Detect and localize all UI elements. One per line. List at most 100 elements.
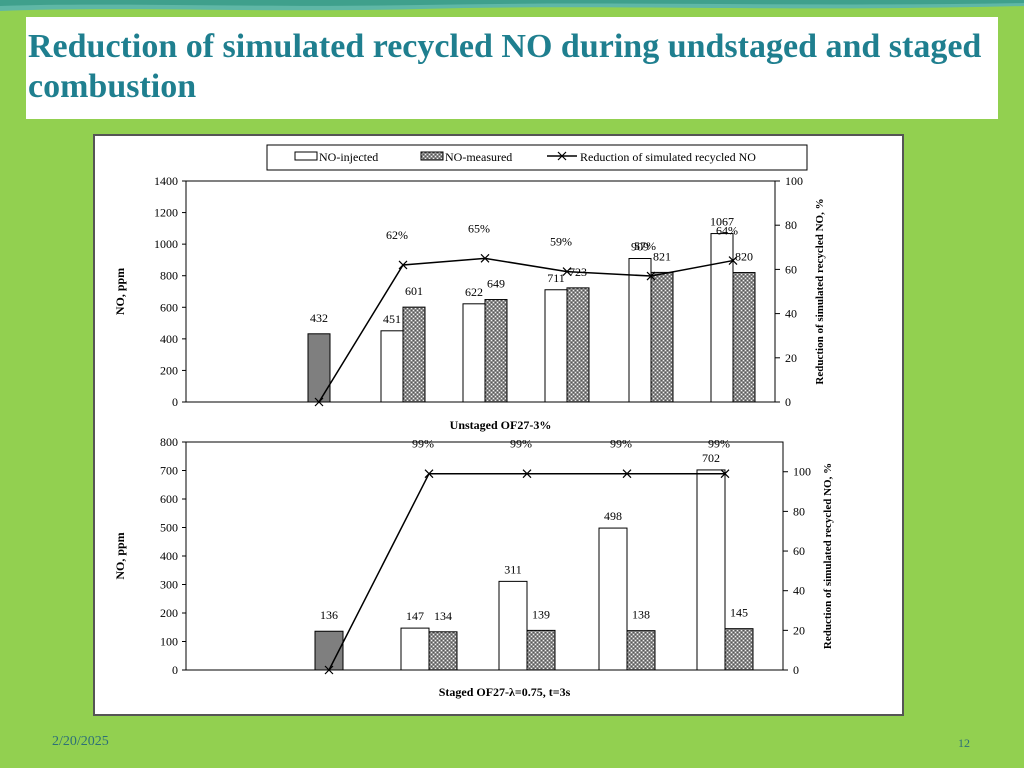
- data-label-reduction: 99%: [610, 437, 632, 451]
- bar-no-measured: [650, 271, 674, 403]
- reduction-marker: [728, 256, 738, 265]
- reduction-marker: [720, 469, 730, 479]
- data-label-reduction: 65%: [468, 221, 490, 235]
- decorative-waves: [0, 0, 1024, 16]
- bar-no-measured: [526, 629, 556, 671]
- data-label-no-measured: 432: [310, 311, 328, 325]
- reduction-marker: [424, 469, 434, 479]
- data-label-no-measured: 820: [735, 250, 753, 264]
- reduction-marker: [324, 665, 334, 675]
- data-label-no-measured: 136: [320, 608, 338, 622]
- reduction-marker: [398, 260, 408, 270]
- y2-tick-label: 100: [793, 465, 811, 479]
- x-axis-label: Staged OF27-λ=0.75, t=3s: [439, 685, 571, 699]
- legend-box: [266, 144, 808, 171]
- data-label-no-measured: 134: [434, 609, 452, 623]
- bar-no-measured: [307, 333, 331, 403]
- y-axis-label: NO, ppm: [113, 532, 127, 579]
- y2-tick-label: 40: [785, 307, 797, 321]
- bar-no-measured: [566, 287, 590, 403]
- data-label-no-measured: 601: [405, 284, 423, 298]
- y-tick-label: 400: [160, 549, 178, 563]
- reduction-marker: [314, 397, 324, 407]
- data-label-reduction: 99%: [708, 437, 730, 451]
- chart-canvas: NO-injected NO-measured Reduction of sim…: [113, 144, 834, 699]
- reduction-marker: [646, 271, 656, 281]
- data-label-reduction: 57%: [634, 239, 656, 253]
- data-label-no-injected: 147: [406, 609, 424, 623]
- y-tick-label: 800: [160, 269, 178, 283]
- bar-no-measured: [428, 631, 458, 671]
- bar-no-injected: [544, 289, 568, 403]
- bar-no-injected: [598, 527, 628, 671]
- data-label-no-measured: 145: [730, 606, 748, 620]
- bar-no-measured: [724, 628, 754, 671]
- y2-tick-label: 40: [793, 584, 805, 598]
- data-label-reduction: 64%: [716, 224, 738, 238]
- y-tick-label: 800: [160, 435, 178, 449]
- data-label-no-injected: 451: [383, 312, 401, 326]
- data-label-reduction: 59%: [550, 235, 572, 249]
- reduction-marker: [622, 469, 632, 479]
- y-tick-label: 200: [160, 606, 178, 620]
- y-tick-label: 0: [172, 663, 178, 677]
- reduction-marker: [480, 253, 490, 263]
- bar-no-injected: [380, 330, 404, 403]
- plot-area: [185, 441, 784, 671]
- data-label-no-injected: 711: [547, 271, 565, 285]
- chart-legend: NO-injected NO-measured Reduction of sim…: [266, 144, 808, 171]
- bar-no-measured: [314, 630, 344, 671]
- y2-tick-label: 60: [785, 262, 797, 276]
- bar-no-measured: [484, 299, 508, 403]
- data-label-no-injected: 498: [604, 509, 622, 523]
- y2-tick-label: 20: [793, 623, 805, 637]
- y2-tick-label: 0: [793, 663, 799, 677]
- y-tick-label: 0: [172, 395, 178, 409]
- y-tick-label: 400: [160, 332, 178, 346]
- y-tick-label: 300: [160, 578, 178, 592]
- legend-swatch-measured: [420, 151, 444, 161]
- bar-no-injected: [710, 233, 734, 403]
- data-label-no-measured: 821: [653, 249, 671, 263]
- y-tick-label: 600: [160, 492, 178, 506]
- data-label-no-measured: 138: [632, 608, 650, 622]
- y-axis-label: NO, ppm: [113, 268, 127, 315]
- y2-axis-label: Reduction of simulated recycled NO, %: [814, 198, 826, 384]
- y2-tick-label: 20: [785, 351, 797, 365]
- data-label-no-injected: 1067: [710, 215, 734, 229]
- y-tick-label: 200: [160, 363, 178, 377]
- bar-no-measured: [626, 630, 656, 671]
- y-tick-label: 500: [160, 521, 178, 535]
- y-tick-label: 600: [160, 300, 178, 314]
- bar-no-injected: [462, 303, 486, 403]
- y2-tick-label: 0: [785, 395, 791, 409]
- chart-panel-staged: 0 100 200 300 400 500 600 700 800 0 20 40 60 80 100 NO,…: [113, 435, 834, 699]
- bar-no-measured: [732, 272, 756, 403]
- y-tick-label: 1400: [154, 174, 178, 188]
- data-label-reduction: 62%: [386, 228, 408, 242]
- legend-label-reduction: Reduction of simulated recycled NO: [580, 150, 756, 164]
- chart-frame: NO-injected NO-measured Reduction of sim…: [93, 134, 904, 716]
- y2-tick-label: 80: [785, 218, 797, 232]
- y-tick-label: 100: [160, 635, 178, 649]
- bar-no-injected: [400, 627, 430, 671]
- data-label-no-injected: 909: [631, 240, 649, 254]
- chart-panel-unstaged: 0 200 400 600 800 1000 1200 1400 0 20 40 60 80 100 NO,…: [113, 174, 826, 432]
- footer-date: 2/20/2025: [52, 734, 109, 749]
- decorative-top-band: [0, 0, 1024, 16]
- data-label-no-injected: 622: [465, 285, 483, 299]
- y2-tick-label: 60: [793, 544, 805, 558]
- reduction-marker: [562, 267, 572, 277]
- y-tick-label: 700: [160, 464, 178, 478]
- bar-no-injected: [696, 469, 726, 671]
- y-tick-label: 1200: [154, 206, 178, 220]
- data-label-no-injected: 702: [702, 451, 720, 465]
- legend-marker-reduction: [557, 151, 567, 161]
- data-label-no-injected: 311: [504, 562, 522, 576]
- y2-tick-label: 100: [785, 174, 803, 188]
- y-tick-label: 1000: [154, 237, 178, 251]
- legend-swatch-injected: [294, 151, 318, 161]
- data-label-reduction: 99%: [510, 437, 532, 451]
- bar-no-injected: [498, 580, 528, 671]
- reduction-line: [318, 257, 734, 403]
